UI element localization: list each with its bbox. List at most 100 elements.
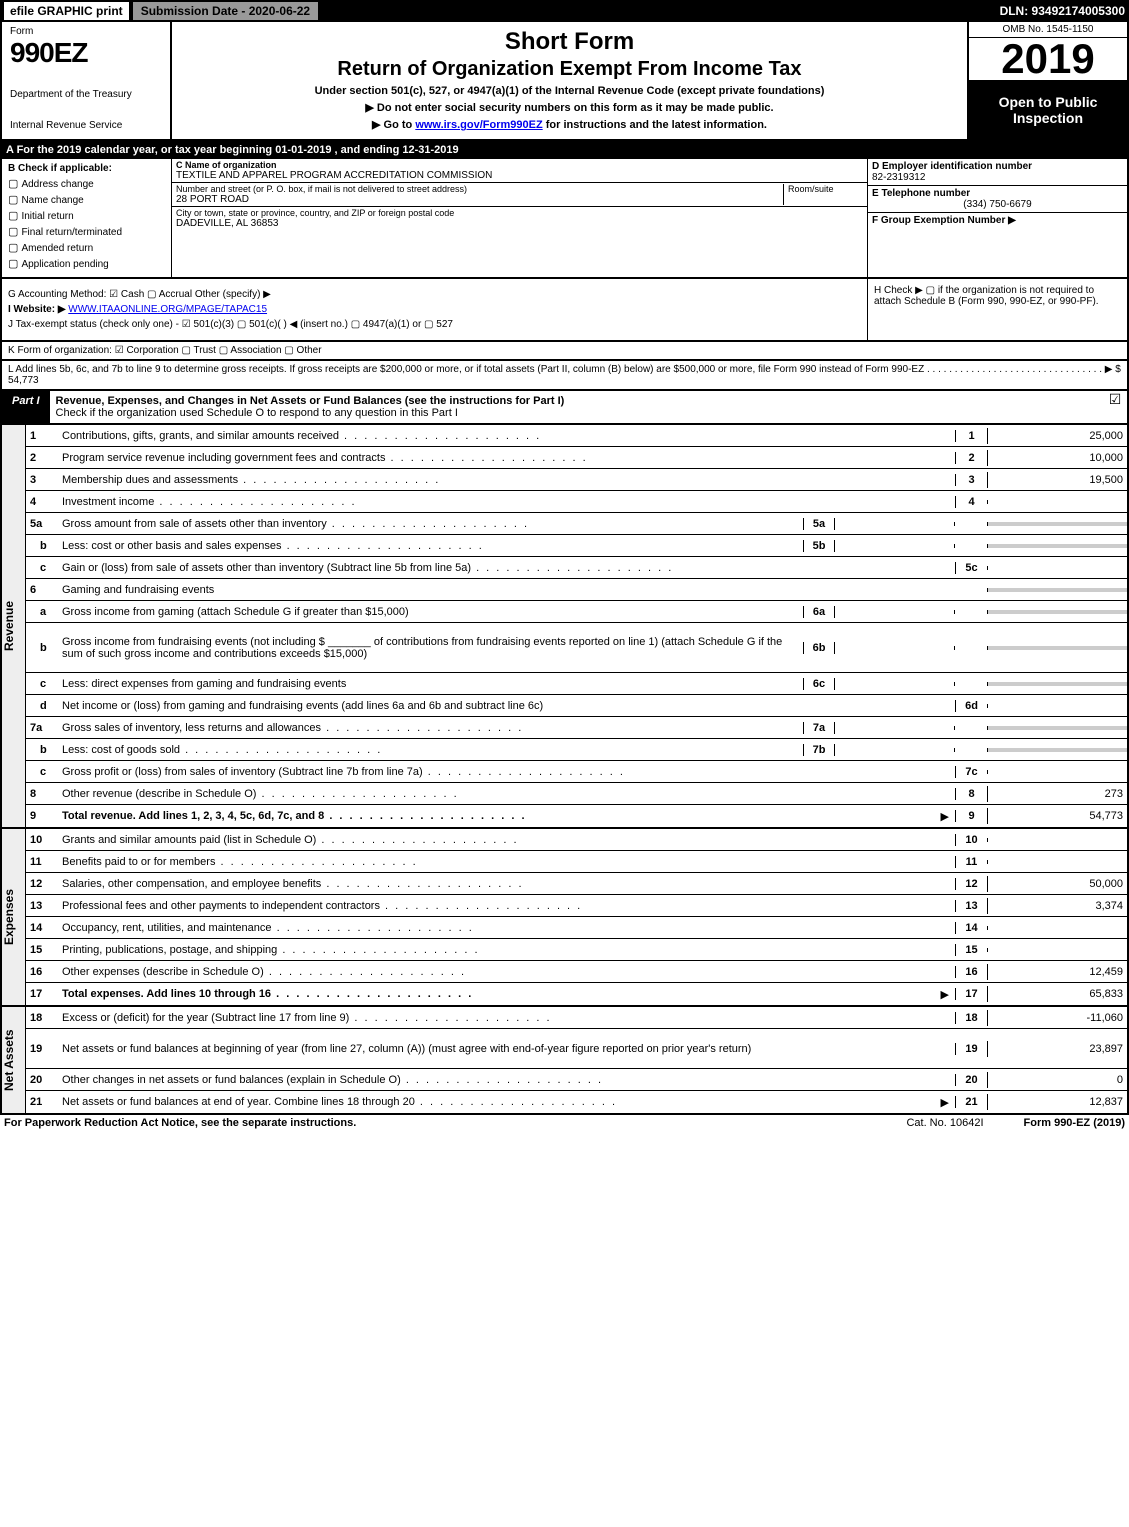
section-def: D Employer identification number 82-2319… <box>867 159 1127 277</box>
room-label: Room/suite <box>788 184 834 194</box>
footer-notice: For Paperwork Reduction Act Notice, see … <box>4 1117 866 1129</box>
line-j: J Tax-exempt status (check only one) - ☑… <box>8 319 861 330</box>
revenue-label: Revenue <box>2 425 26 827</box>
f-label: F Group Exemption Number ▶ <box>872 215 1016 226</box>
open-public: Open to Public Inspection <box>969 80 1127 139</box>
row-7c: cGross profit or (loss) from sales of in… <box>26 761 1127 783</box>
line-k: K Form of organization: ☑ Corporation ▢ … <box>0 342 1129 361</box>
form-label: Form <box>10 26 162 37</box>
revenue-section: Revenue 1Contributions, gifts, grants, a… <box>0 425 1129 829</box>
arrow-icon: ▶ <box>935 1096 955 1109</box>
arrow-icon: ▶ Go to <box>372 119 415 131</box>
meta-left: G Accounting Method: ☑ Cash ▢ Accrual Ot… <box>2 279 867 340</box>
e-label: E Telephone number <box>872 188 970 199</box>
section-c: C Name of organization TEXTILE AND APPAR… <box>172 159 867 277</box>
telephone: (334) 750-6679 <box>872 199 1123 210</box>
irs-link[interactable]: www.irs.gov/Form990EZ <box>415 119 542 131</box>
expenses-label: Expenses <box>2 829 26 1005</box>
row-3: 3Membership dues and assessments319,500 <box>26 469 1127 491</box>
net-assets-section: Net Assets 18Excess or (deficit) for the… <box>0 1007 1129 1115</box>
expenses-section: Expenses 10Grants and similar amounts pa… <box>0 829 1129 1007</box>
check-address-change[interactable]: Address change <box>8 177 165 190</box>
footer-catno: Cat. No. 10642I <box>866 1117 1023 1129</box>
title-short-form: Short Form <box>176 28 963 56</box>
part-sub: Check if the organization used Schedule … <box>56 407 458 419</box>
org-city: DADEVILLE, AL 36853 <box>176 218 278 229</box>
row-19: 19Net assets or fund balances at beginni… <box>26 1029 1127 1069</box>
b-label: B Check if applicable: <box>8 163 165 174</box>
c-label: C Name of organization <box>176 160 277 170</box>
website-link[interactable]: WWW.ITAAONLINE.ORG/MPAGE/TAPAC15 <box>68 304 267 315</box>
city-label: City or town, state or province, country… <box>176 208 454 218</box>
arrow-icon: ▶ <box>935 988 955 1001</box>
row-5a: 5aGross amount from sale of assets other… <box>26 513 1127 535</box>
row-21: 21Net assets or fund balances at end of … <box>26 1091 1127 1113</box>
check-amended-return[interactable]: Amended return <box>8 241 165 254</box>
row-6a: aGross income from gaming (attach Schedu… <box>26 601 1127 623</box>
footer-form: Form 990-EZ (2019) <box>1024 1117 1125 1129</box>
row-2: 2Program service revenue including gover… <box>26 447 1127 469</box>
row-5b: bLess: cost or other basis and sales exp… <box>26 535 1127 557</box>
check-initial-return[interactable]: Initial return <box>8 209 165 222</box>
line-l: L Add lines 5b, 6c, and 7b to line 9 to … <box>0 361 1129 391</box>
row-12: 12Salaries, other compensation, and empl… <box>26 873 1127 895</box>
title-return: Return of Organization Exempt From Incom… <box>176 58 963 81</box>
submission-date: Submission Date - 2020-06-22 <box>133 2 318 20</box>
row-4: 4Investment income4 <box>26 491 1127 513</box>
row-10: 10Grants and similar amounts paid (list … <box>26 829 1127 851</box>
row-11: 11Benefits paid to or for members11 <box>26 851 1127 873</box>
meta-block: G Accounting Method: ☑ Cash ▢ Accrual Ot… <box>0 279 1129 342</box>
entity-block: B Check if applicable: Address change Na… <box>0 159 1129 279</box>
part-title: Revenue, Expenses, and Changes in Net As… <box>50 391 1103 423</box>
row-15: 15Printing, publications, postage, and s… <box>26 939 1127 961</box>
row-1: 1Contributions, gifts, grants, and simil… <box>26 425 1127 447</box>
form-header: Form 990EZ Department of the Treasury In… <box>0 22 1129 141</box>
row-6: 6Gaming and fundraising events <box>26 579 1127 601</box>
row-13: 13Professional fees and other payments t… <box>26 895 1127 917</box>
dept-treasury: Department of the Treasury <box>10 89 162 100</box>
header-right: OMB No. 1545-1150 2019 Open to Public In… <box>967 22 1127 139</box>
top-bar: efile GRAPHIC print Submission Date - 20… <box>0 0 1129 22</box>
row-16: 16Other expenses (describe in Schedule O… <box>26 961 1127 983</box>
row-9: 9Total revenue. Add lines 1, 2, 3, 4, 5c… <box>26 805 1127 827</box>
header-left: Form 990EZ Department of the Treasury In… <box>2 22 172 139</box>
addr-label: Number and street (or P. O. box, if mail… <box>176 184 467 194</box>
row-5c: cGain or (loss) from sale of assets othe… <box>26 557 1127 579</box>
line-h: H Check ▶ ▢ if the organization is not r… <box>867 279 1127 340</box>
i-label: I Website: ▶ <box>8 304 66 315</box>
section-b: B Check if applicable: Address change Na… <box>2 159 172 277</box>
irs-label: Internal Revenue Service <box>10 120 162 131</box>
arrow-icon: ▶ <box>935 810 955 823</box>
net-assets-label: Net Assets <box>2 1007 26 1113</box>
check-final-return[interactable]: Final return/terminated <box>8 225 165 238</box>
part-1-header: Part I Revenue, Expenses, and Changes in… <box>0 391 1129 425</box>
row-14: 14Occupancy, rent, utilities, and mainte… <box>26 917 1127 939</box>
subtitle-url: ▶ Go to www.irs.gov/Form990EZ for instru… <box>176 118 963 131</box>
schedule-o-check[interactable] <box>1103 391 1127 423</box>
tax-year: 2019 <box>969 38 1127 80</box>
page-footer: For Paperwork Reduction Act Notice, see … <box>0 1115 1129 1131</box>
header-mid: Short Form Return of Organization Exempt… <box>172 22 967 139</box>
section-a: A For the 2019 calendar year, or tax yea… <box>0 141 1129 159</box>
form-number: 990EZ <box>10 37 162 69</box>
row-20: 20Other changes in net assets or fund ba… <box>26 1069 1127 1091</box>
d-label: D Employer identification number <box>872 161 1032 172</box>
row-7b: bLess: cost of goods sold7b <box>26 739 1127 761</box>
check-name-change[interactable]: Name change <box>8 193 165 206</box>
ein: 82-2319312 <box>872 172 925 183</box>
row-17: 17Total expenses. Add lines 10 through 1… <box>26 983 1127 1005</box>
part-label: Part I <box>2 391 50 423</box>
row-6b: bGross income from fundraising events (n… <box>26 623 1127 673</box>
row-6d: dNet income or (loss) from gaming and fu… <box>26 695 1127 717</box>
part-title-text: Revenue, Expenses, and Changes in Net As… <box>56 395 565 407</box>
row-7a: 7aGross sales of inventory, less returns… <box>26 717 1127 739</box>
efile-tag: efile GRAPHIC print <box>4 2 129 20</box>
row-18: 18Excess or (deficit) for the year (Subt… <box>26 1007 1127 1029</box>
check-application-pending[interactable]: Application pending <box>8 257 165 270</box>
line-i: I Website: ▶ WWW.ITAAONLINE.ORG/MPAGE/TA… <box>8 304 861 315</box>
row-6c: cLess: direct expenses from gaming and f… <box>26 673 1127 695</box>
subtitle-ssn: ▶ Do not enter social security numbers o… <box>176 101 963 114</box>
sub-url-suffix: for instructions and the latest informat… <box>546 119 767 131</box>
dln: DLN: 93492174005300 <box>1000 4 1125 18</box>
line-g: G Accounting Method: ☑ Cash ▢ Accrual Ot… <box>8 289 861 300</box>
